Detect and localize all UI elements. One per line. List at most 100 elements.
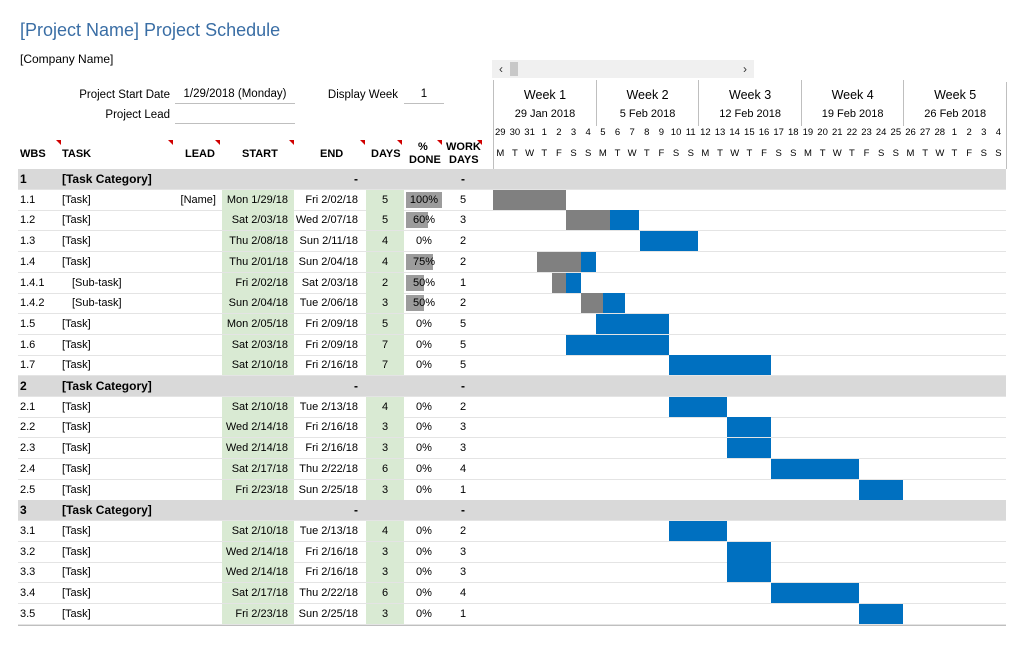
lead-cell[interactable] (174, 521, 222, 541)
days-cell[interactable]: 7 (366, 355, 404, 376)
gantt-bar[interactable] (566, 272, 581, 293)
table-row[interactable]: 3.1 [Task] Sat 2/10/18 Tue 2/13/18 4 0% 2 (18, 520, 1006, 542)
table-row[interactable]: 2.4 [Task] Sat 2/17/18 Thu 2/22/18 6 0% 4 (18, 458, 1006, 480)
lead-cell[interactable] (174, 376, 222, 396)
task-cell[interactable]: [Sub-task] (72, 276, 122, 289)
done-cell[interactable]: 75% (404, 252, 444, 272)
table-row[interactable]: 3.3 [Task] Wed 2/14/18 Fri 2/16/18 3 0% 3 (18, 562, 1006, 584)
work-days-cell[interactable]: 2 (459, 524, 467, 537)
wbs-cell[interactable]: 2.3 (20, 442, 36, 455)
lead-cell[interactable] (174, 355, 222, 375)
work-days-cell[interactable]: 1 (459, 276, 467, 289)
days-cell[interactable]: 6 (366, 583, 404, 603)
days-cell[interactable]: 5 (366, 189, 404, 210)
wbs-cell[interactable]: 1.4.2 (20, 297, 45, 310)
lead-cell[interactable] (174, 397, 222, 417)
table-row[interactable]: 1.1 [Task] [Name] Mon 1/29/18 Fri 2/02/18 5 10… (18, 189, 1006, 211)
days-cell[interactable]: 5 (366, 313, 404, 334)
start-cell[interactable]: Wed 2/14/18 (222, 417, 294, 438)
days-cell[interactable]: 5 (366, 210, 404, 231)
days-cell[interactable] (366, 500, 404, 520)
gantt-bar[interactable] (727, 562, 772, 583)
table-row[interactable]: 3.4 [Task] Sat 2/17/18 Thu 2/22/18 6 0% 4 (18, 583, 1006, 604)
gantt-bar[interactable] (771, 458, 860, 479)
table-row[interactable]: 3.5 [Task] Fri 2/23/18 Sun 2/25/18 3 0% 1 (18, 603, 1006, 625)
end-cell[interactable]: Fri 2/02/18 (305, 193, 358, 206)
table-row[interactable]: 2.3 [Task] Wed 2/14/18 Fri 2/16/18 3 0% 3 (18, 438, 1006, 460)
task-cell[interactable]: [Task] (62, 214, 91, 227)
work-days-cell[interactable]: 5 (459, 317, 467, 330)
done-cell[interactable] (404, 500, 444, 520)
gantt-bar[interactable] (639, 231, 699, 252)
week-scrollbar[interactable]: ‹ › (492, 60, 754, 78)
wbs-cell[interactable]: 1.4.1 (20, 276, 45, 289)
scroll-right-button[interactable]: › (743, 62, 747, 76)
done-cell[interactable]: 0% (416, 462, 432, 475)
work-days-cell[interactable]: 5 (459, 338, 467, 351)
lead-cell[interactable] (174, 273, 222, 293)
days-cell[interactable]: 3 (366, 562, 404, 583)
end-cell[interactable]: Sun 2/04/18 (298, 255, 358, 268)
table-row[interactable]: 1.2 [Task] Sat 2/03/18 Wed 2/07/18 5 60% 3 (18, 210, 1006, 232)
work-days-cell[interactable]: 3 (459, 442, 467, 455)
work-days-cell[interactable]: 3 (459, 566, 467, 579)
lead-cell[interactable] (174, 562, 222, 582)
end-cell[interactable]: - (354, 172, 358, 186)
gantt-bar[interactable] (727, 541, 772, 562)
scroll-thumb[interactable] (510, 62, 518, 76)
gantt-bar-done[interactable] (536, 251, 581, 272)
start-cell[interactable]: Sat 2/03/18 (222, 210, 294, 231)
days-cell[interactable]: 6 (366, 458, 404, 479)
wbs-cell[interactable]: 1.3 (20, 235, 36, 248)
category-row[interactable]: 3 [Task Category] - - (18, 500, 1006, 522)
wbs-cell[interactable]: 2 (20, 379, 27, 393)
start-cell[interactable]: Fri 2/23/18 (222, 479, 294, 500)
days-cell[interactable]: 4 (366, 396, 404, 417)
table-row[interactable]: 1.4.2 [Sub-task] Sun 2/04/18 Tue 2/06/18 3 50… (18, 293, 1006, 315)
work-days-cell[interactable]: 3 (459, 214, 467, 227)
end-cell[interactable]: Wed 2/07/18 (295, 214, 358, 227)
done-cell[interactable]: 0% (416, 421, 432, 434)
wbs-cell[interactable]: 3.4 (20, 587, 36, 599)
gantt-bar[interactable] (727, 417, 772, 438)
task-cell[interactable]: [Task] (62, 545, 91, 558)
lead-cell[interactable] (174, 480, 222, 500)
lead-cell[interactable] (174, 335, 222, 355)
wbs-cell[interactable]: 1.7 (20, 359, 36, 372)
wbs-cell[interactable]: 2.4 (20, 462, 36, 475)
lead-cell[interactable] (174, 459, 222, 479)
work-days-cell[interactable]: 2 (459, 255, 467, 268)
days-cell[interactable]: 4 (366, 251, 404, 272)
done-cell[interactable] (404, 376, 444, 396)
table-row[interactable]: 1.7 [Task] Sat 2/10/18 Fri 2/16/18 7 0% 5 (18, 355, 1006, 377)
start-cell[interactable]: Sat 2/10/18 (222, 396, 294, 417)
task-cell[interactable]: [Task] (62, 442, 91, 455)
task-cell[interactable]: [Task] (62, 462, 91, 475)
gantt-bar-done[interactable] (566, 210, 611, 231)
company-name[interactable]: [Company Name] (20, 52, 114, 66)
table-row[interactable]: 1.5 [Task] Mon 2/05/18 Fri 2/09/18 5 0% 5 (18, 313, 1006, 335)
work-days-cell[interactable]: 4 (459, 462, 467, 475)
lead-cell[interactable] (174, 252, 222, 272)
wbs-cell[interactable]: 1.4 (20, 255, 36, 268)
done-cell[interactable]: 0% (416, 566, 432, 579)
lead-cell[interactable] (174, 314, 222, 334)
days-cell[interactable]: 3 (366, 293, 404, 314)
days-cell[interactable]: 4 (366, 231, 404, 252)
gantt-bar[interactable] (602, 293, 625, 314)
lead-cell[interactable] (174, 293, 222, 313)
work-days-cell[interactable]: 4 (459, 587, 467, 599)
start-cell[interactable] (222, 169, 294, 189)
lead-cell[interactable] (174, 604, 222, 624)
lead-cell[interactable] (174, 583, 222, 603)
project-lead-input[interactable] (175, 108, 295, 124)
work-days-cell[interactable]: - (461, 503, 465, 518)
start-cell[interactable]: Fri 2/02/18 (222, 272, 294, 293)
end-cell[interactable]: Fri 2/16/18 (305, 545, 358, 558)
start-cell[interactable]: Thu 2/01/18 (222, 251, 294, 272)
wbs-cell[interactable]: 1 (20, 172, 27, 186)
project-start-input[interactable]: 1/29/2018 (Monday) (175, 88, 295, 104)
done-cell[interactable]: 0% (416, 483, 432, 496)
wbs-cell[interactable]: 2.1 (20, 400, 36, 413)
wbs-cell[interactable]: 3.5 (20, 607, 36, 620)
